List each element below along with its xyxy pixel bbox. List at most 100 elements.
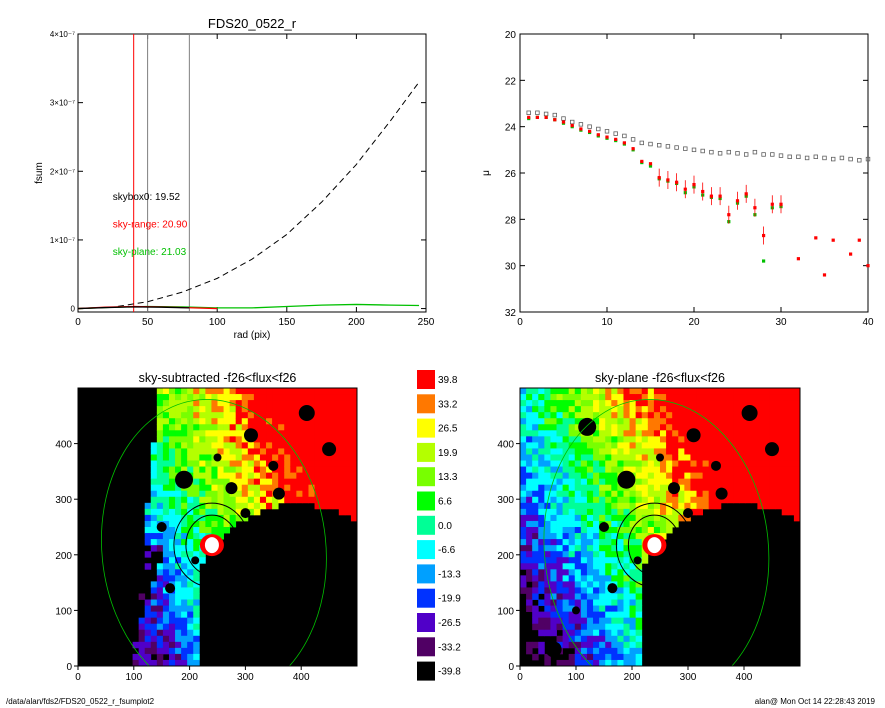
map-right-pixel — [568, 406, 576, 413]
map-left-pixel — [217, 388, 224, 395]
map-left-mask — [156, 522, 167, 532]
map-left-pixel — [168, 418, 176, 425]
map-right-pixel — [787, 502, 795, 510]
map-right-pixel — [781, 436, 789, 443]
map-right-pixel — [617, 581, 624, 588]
map-right-pixel — [538, 587, 545, 594]
map-left-pixel — [162, 527, 170, 534]
map-right-pixel — [769, 490, 777, 498]
map-left-pixel — [350, 412, 357, 419]
map-right-pixel — [532, 641, 539, 649]
map-right-pixel — [580, 412, 588, 419]
map-right-pixel — [660, 484, 667, 492]
map-right-pixel — [611, 442, 618, 449]
map-right-pixel — [550, 466, 557, 474]
map-left-pixel — [259, 442, 267, 449]
map-right-pixel — [605, 593, 612, 600]
map-left-pixel — [253, 418, 261, 425]
map-left-pixel — [350, 418, 357, 425]
map-right-pixel — [733, 424, 740, 431]
map-left-pixel — [320, 478, 328, 486]
map-left-pixel — [199, 388, 206, 395]
map-right-pixel — [562, 605, 570, 613]
map-right-pixel — [605, 418, 612, 425]
map-right-pixel — [586, 520, 594, 528]
map-right-pixel — [580, 575, 588, 582]
map-left-pixel — [344, 472, 352, 480]
map-left-pixel — [150, 641, 158, 649]
map-right-pixel — [757, 394, 764, 401]
map-left-pixel — [284, 442, 291, 449]
map-right-pixel — [666, 430, 673, 437]
map-left-pixel — [168, 388, 176, 395]
map-left-pixel — [199, 406, 206, 413]
profile-point — [648, 164, 653, 168]
map-right-pixel — [623, 418, 630, 425]
map-left-pixel — [326, 478, 334, 486]
map-left-pixel — [168, 490, 176, 498]
map-right-pixel — [526, 448, 533, 455]
map-left-pixel — [259, 472, 267, 480]
map-right-pixel — [690, 394, 697, 401]
map-right-pixel — [672, 436, 679, 443]
map-right-pixel — [641, 424, 649, 431]
profile-point — [762, 259, 766, 263]
map-left-pixel — [199, 557, 206, 564]
fsum-xtick-label: 100 — [209, 317, 226, 328]
map-right-pixel — [617, 569, 624, 576]
map-right-pixel — [568, 436, 576, 443]
map-left-pixel — [266, 454, 273, 461]
map-right-pixel — [763, 412, 770, 419]
map-right-pixel — [574, 448, 582, 455]
map-right-pixel — [635, 418, 643, 425]
map-right-pixel — [568, 623, 576, 631]
map-right-pixel — [726, 436, 734, 443]
map-left-pixel — [332, 490, 340, 498]
map-left-pixel — [241, 484, 249, 492]
map-left-pixel — [156, 424, 164, 431]
map-left-pixel — [144, 527, 152, 534]
map-left-pixel — [144, 514, 152, 522]
map-left-aperture-inner — [185, 514, 239, 576]
map-right-pixel — [562, 460, 570, 467]
map-right-pixel — [544, 502, 551, 510]
map-right-pixel — [726, 418, 734, 425]
map-left-pixel — [235, 454, 243, 461]
map-left-pixel — [181, 490, 188, 498]
map-left-pixel — [181, 514, 188, 522]
map-right-pixel — [532, 539, 539, 546]
map-left-pixel — [217, 484, 224, 492]
map-right-pixel — [580, 502, 588, 510]
map-right-pixel — [726, 448, 734, 455]
map-right-pixel — [775, 394, 783, 401]
map-right-pixel — [635, 406, 643, 413]
map-left-pixel — [332, 442, 340, 449]
map-left-pixel — [144, 508, 152, 516]
map-right-pixel — [666, 496, 673, 504]
map-right-pixel — [562, 569, 570, 576]
map-left-pixel — [266, 466, 273, 474]
map-left-pixel — [162, 496, 170, 504]
map-right-pixel — [599, 593, 606, 600]
map-right-pixel — [739, 490, 746, 498]
map-left-mask — [135, 417, 154, 436]
map-left-pixel — [284, 400, 291, 407]
map-left-pixel — [350, 514, 357, 522]
map-right-pixel — [763, 430, 770, 437]
map-right-pixel — [593, 412, 600, 419]
map-left-pixel — [150, 466, 158, 474]
map-right-pixel — [635, 478, 643, 486]
map-right-pixel — [605, 394, 612, 401]
map-left-pixel — [253, 412, 261, 419]
map-left-pixel — [266, 430, 273, 437]
map-right-pixel — [556, 430, 564, 437]
map-right-pixel — [568, 581, 576, 588]
map-left-pixel — [187, 611, 194, 619]
map-right-pixel — [593, 527, 600, 534]
map-right-pixel — [617, 394, 624, 401]
map-left-pixel — [223, 454, 231, 461]
map-right-pixel — [708, 478, 716, 486]
map-left-pixel — [217, 472, 224, 480]
map-left-xtick-label: 400 — [293, 672, 310, 683]
map-right-pixel — [611, 653, 618, 661]
